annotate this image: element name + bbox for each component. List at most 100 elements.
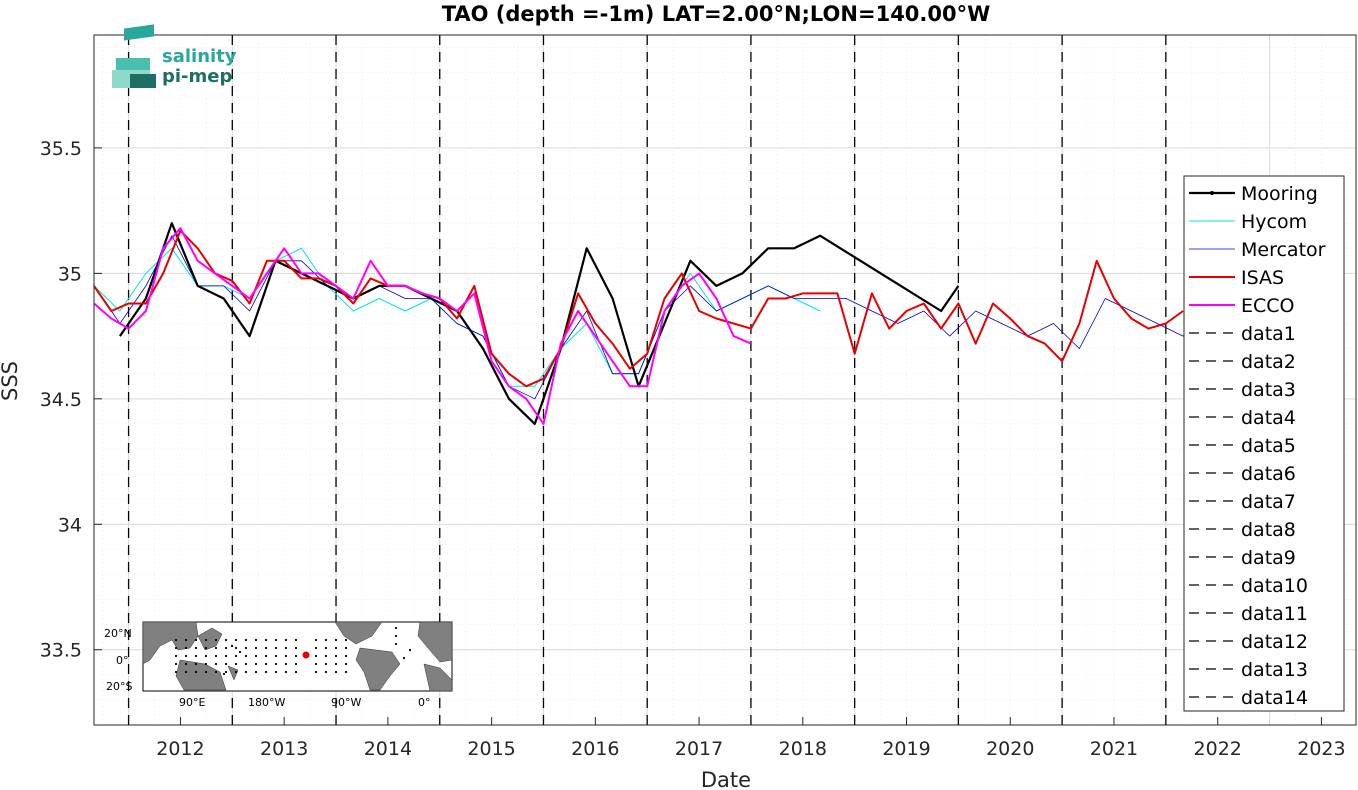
buoy-dot [254, 654, 258, 658]
logo-text-line2: pi-mep [162, 66, 232, 87]
buoy-dot [284, 654, 288, 658]
buoy-dot [324, 670, 328, 674]
buoy-dot [314, 646, 318, 650]
buoy-dot [394, 642, 398, 646]
buoy-dot [344, 638, 348, 642]
buoy-dot [284, 662, 288, 666]
x-tick-label: 2017 [675, 738, 723, 760]
x-tick-label: 2023 [1297, 738, 1345, 760]
land-masses [142, 621, 453, 692]
chart-title: TAO (depth =-1m) LAT=2.00°N;LON=140.00°W [442, 2, 991, 26]
buoy-dot [344, 662, 348, 666]
buoy-dot [224, 670, 228, 674]
buoy-dot [204, 638, 208, 642]
buoy-dot [194, 646, 198, 650]
map-lat-label-equator: 0° [116, 654, 129, 667]
buoy-dot [174, 646, 178, 650]
buoy-dot [230, 644, 234, 648]
buoy-dot [324, 646, 328, 650]
buoy-dot [184, 654, 188, 658]
buoy-dot [194, 662, 198, 666]
buoy-dot [234, 654, 238, 658]
buoy-dot [324, 638, 328, 642]
legend-label-isas: ISAS [1241, 267, 1284, 289]
buoy-dot [284, 638, 288, 642]
y-tick-label: 35 [58, 263, 82, 285]
buoy-dot [294, 662, 298, 666]
legend-label-data3: data3 [1241, 379, 1296, 401]
buoy-dot [244, 638, 248, 642]
buoy-dot [294, 670, 298, 674]
map-lon-label-0: 0° [418, 696, 431, 709]
buoy-dot [244, 654, 248, 658]
x-tick-label: 2013 [260, 738, 308, 760]
buoy-array [174, 626, 412, 676]
buoy-dot [238, 650, 242, 654]
buoy-dot [344, 646, 348, 650]
buoy-dot [174, 654, 178, 658]
buoy-dot [194, 654, 198, 658]
buoy-dot [222, 672, 226, 676]
map-lon-label-90w: 90°W [331, 696, 361, 709]
logo-icon [112, 24, 156, 88]
series-layer [93, 222, 1339, 425]
legend-label-data5: data5 [1241, 435, 1296, 457]
buoy-dot [224, 654, 228, 658]
legend-box [1183, 175, 1345, 712]
series-line-ecco [93, 227, 752, 425]
buoy-dot [214, 670, 218, 674]
buoy-dot [184, 662, 188, 666]
buoy-dot [264, 654, 268, 658]
x-tick-label: 2020 [986, 738, 1034, 760]
buoy-dot [408, 648, 412, 652]
buoy-dot [224, 638, 228, 642]
x-tick-label: 2014 [364, 738, 412, 760]
buoy-dot [294, 638, 298, 642]
buoy-dot [254, 646, 258, 650]
x-tick-label: 2016 [571, 738, 619, 760]
x-tick-label: 2012 [156, 738, 204, 760]
buoy-dot [314, 638, 318, 642]
buoy-dot [174, 670, 178, 674]
buoy-dot [264, 670, 268, 674]
inset-map: 20°N 0° 20°S 90°E 180°W 90°W 0° [104, 621, 453, 709]
buoy-dot [234, 638, 238, 642]
buoy-dot [274, 670, 278, 674]
buoy-dot [214, 654, 218, 658]
x-tick-label: 2018 [779, 738, 827, 760]
x-tick-label: 2022 [1194, 738, 1242, 760]
buoy-dot [174, 638, 178, 642]
map-lon-label-180w: 180°W [248, 696, 285, 709]
buoy-dot [284, 646, 288, 650]
buoy-dot [234, 662, 238, 666]
buoy-dot [264, 662, 268, 666]
legend-label-data7: data7 [1241, 491, 1296, 513]
plot-frame [93, 34, 1357, 726]
x-tick-label: 2015 [467, 738, 515, 760]
legend-marker-mooring [1210, 191, 1214, 195]
buoy-dot [224, 662, 228, 666]
buoy-dot [394, 634, 398, 638]
buoy-dot [214, 638, 218, 642]
pi-mep-logo: salinity pi-mep [112, 24, 237, 88]
buoy-dot [184, 646, 188, 650]
legend-label-mooring: Mooring [1241, 183, 1318, 205]
buoy-dot [324, 662, 328, 666]
vertical-reference-lines [127, 35, 1167, 725]
legend-label-ecco: ECCO [1241, 295, 1295, 317]
buoy-dot [274, 662, 278, 666]
buoy-dot [204, 646, 208, 650]
buoy-dot [264, 646, 268, 650]
map-lon-label-90e: 90°E [179, 696, 205, 709]
buoy-dot [234, 670, 238, 674]
buoy-dot [274, 638, 278, 642]
legend-label-data13: data13 [1241, 659, 1308, 681]
legend-label-mercator: Mercator [1241, 239, 1326, 261]
buoy-dot [204, 662, 208, 666]
legend-label-data6: data6 [1241, 463, 1296, 485]
buoy-dot [204, 654, 208, 658]
buoy-dot [314, 662, 318, 666]
legend: Mooring Hycom Mercator ISAS ECCO data1 data2 da… [1183, 175, 1345, 712]
legend-label-data4: data4 [1241, 407, 1296, 429]
